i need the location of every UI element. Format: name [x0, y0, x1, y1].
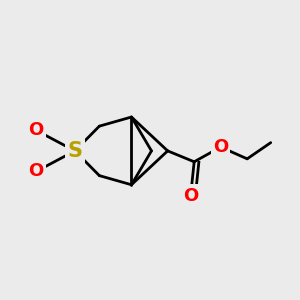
Text: O: O: [183, 187, 198, 205]
Text: O: O: [28, 121, 44, 139]
Text: S: S: [68, 141, 82, 161]
Text: O: O: [28, 163, 44, 181]
Text: O: O: [213, 138, 228, 156]
